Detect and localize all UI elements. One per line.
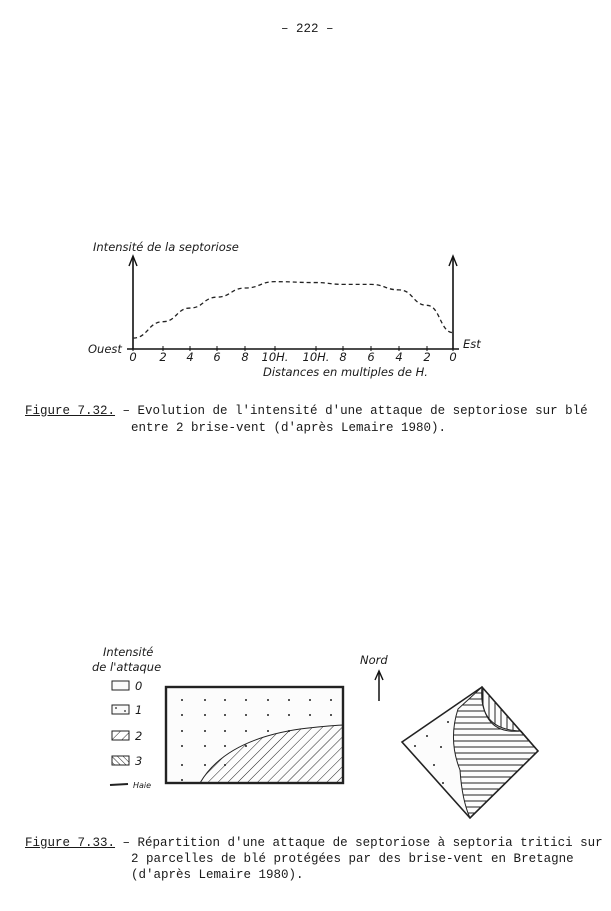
legend-label-0: 0 [135, 679, 142, 693]
intensity-chart: Intensité de la septoriose Ouest Est 0 2 4… [88, 240, 481, 379]
x-tick-label: 4 [186, 350, 193, 364]
x-tick-label: 8 [241, 350, 248, 364]
page-number: – 222 – [281, 22, 334, 36]
plot-dot [181, 714, 183, 716]
plot-dot [288, 714, 290, 716]
legend-title-line2: de l'attaque [92, 660, 161, 674]
plot-dot [267, 699, 269, 701]
legend-hedge-line [109, 783, 129, 786]
plot-dot [204, 745, 206, 747]
x-tick-label: 0 [129, 350, 136, 364]
plot-dot [181, 745, 183, 747]
plot-dot [267, 730, 269, 732]
x-tick-label: 6 [367, 350, 374, 364]
plot-dot [309, 699, 311, 701]
right-axis-arrow-icon [448, 254, 458, 267]
plot-dot [224, 699, 226, 701]
west-label: Ouest [88, 342, 122, 356]
figure-7-33-caption-line1: – Répartition d'une attaque de septorios… [122, 836, 603, 850]
x-tick-label: 0 [449, 350, 456, 364]
plot-zone-intensity-1 [181, 699, 332, 781]
plot-dot [204, 730, 206, 732]
plot-dot [204, 764, 206, 766]
plot-dot [288, 730, 290, 732]
figure-7-33-caption-line3: (d'après Lemaire 1980). [131, 868, 304, 882]
plot-dot [245, 714, 247, 716]
plot-dot [224, 730, 226, 732]
legend-label-2: 2 [135, 729, 142, 743]
x-axis-label: Distances en multiples de H. [263, 365, 428, 379]
plot-dot [181, 779, 183, 781]
plot-dot [309, 714, 311, 716]
plot-dot [204, 714, 206, 716]
legend-swatch-1 [111, 704, 130, 715]
plot-dot [330, 699, 332, 701]
legend-swatch-3 [111, 755, 130, 766]
figure-7-32-label: Figure 7.32. [25, 404, 116, 418]
plot-dot [204, 699, 206, 701]
intensity-series-line [132, 281, 454, 339]
x-tick-label: 8 [339, 350, 346, 364]
x-tick-label: 2 [423, 350, 430, 364]
figure-7-32-caption: Figure 7.32. – Evolution de l'intensité … [25, 404, 588, 418]
plot-dot [224, 764, 226, 766]
plot-dot [245, 730, 247, 732]
figure-7-32-caption-line1: – Evolution de l'intensité d'une attaque… [122, 404, 588, 418]
plot-dot [181, 699, 183, 701]
plot-dot [288, 699, 290, 701]
legend-title-line1: Intensité [103, 645, 153, 659]
x-tick-label: 4 [395, 350, 402, 364]
plot-dot [245, 699, 247, 701]
legend-swatch-2 [111, 730, 130, 741]
legend-label-hedge: Haie [133, 781, 151, 790]
legend-label-1: 1 [135, 703, 142, 717]
y-axis-label: Intensité de la septoriose [93, 240, 239, 254]
figure-7-33-caption: Figure 7.33. – Répartition d'une attaque… [25, 836, 603, 850]
plot-zone-intensity-2 [199, 724, 344, 784]
plot-dot [181, 730, 183, 732]
legend-swatch-0 [111, 680, 130, 691]
plot-dot [224, 714, 226, 716]
plot-dot [330, 714, 332, 716]
left-axis-arrow-icon [128, 254, 138, 267]
diamond-plot [400, 685, 540, 820]
figure-7-32-caption-line2: entre 2 brise-vent (d'après Lemaire 1980… [131, 421, 447, 435]
x-tick-label: 10H. [262, 350, 289, 364]
legend-label-3: 3 [135, 754, 142, 768]
x-tick-label: 2 [159, 350, 166, 364]
figure-7-33-caption-line2: 2 parcelles de blé protégées par des bri… [131, 852, 574, 866]
north-label: Nord [360, 653, 388, 667]
plot-dot [245, 745, 247, 747]
east-label: Est [463, 337, 481, 351]
plot-dot [181, 764, 183, 766]
x-tick-label: 6 [213, 350, 220, 364]
x-tick-label: 10H. [303, 350, 330, 364]
plot-dot [267, 714, 269, 716]
plot-dot [224, 745, 226, 747]
figure-7-33-label: Figure 7.33. [25, 836, 116, 850]
attack-map-figure: Intensité de l'attaque 0 1 2 3 Haie Nord [92, 645, 540, 820]
